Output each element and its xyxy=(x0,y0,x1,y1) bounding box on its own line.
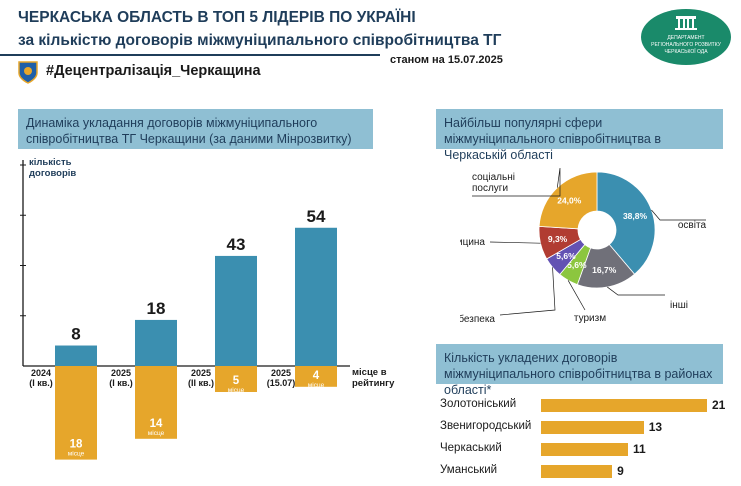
x-tick-label: (ІІ кв.) xyxy=(188,378,214,388)
district-bar xyxy=(541,421,644,434)
spheres-panel-title: Найбільш популярні сфери міжмуніципально… xyxy=(436,109,723,162)
rank-unit-label: місце xyxy=(308,381,325,389)
y-axis-label: кількість xyxy=(29,157,72,168)
district-value-label: 21 xyxy=(712,398,726,412)
rank-bar xyxy=(215,366,257,392)
rank-bar xyxy=(295,366,337,387)
slice-value-label: 38,8% xyxy=(623,211,648,221)
district-bar xyxy=(541,443,628,456)
rank-value-label: 4 xyxy=(313,370,320,382)
district-label: Звенигородський xyxy=(440,420,532,432)
x-tick-label: (І кв.) xyxy=(29,378,53,388)
count-bar xyxy=(215,255,257,366)
rank-bar xyxy=(55,366,97,460)
donut-slice xyxy=(596,171,656,275)
district-bar xyxy=(541,399,707,412)
district-value-label: 9 xyxy=(617,464,624,478)
x-tick-label: 2025 xyxy=(271,368,291,378)
logo-line-3: ЧЕРКАСЬКОЇ ОДА xyxy=(664,48,708,55)
slice-category-label: туризм xyxy=(574,313,606,324)
slice-value-label: 9,3% xyxy=(548,234,568,244)
slice-category-label: соціальні xyxy=(472,172,515,183)
slice-value-label: 5,6% xyxy=(567,260,587,270)
district-label: Черкаський xyxy=(440,442,502,454)
hashtag-label: #Децентралізація_Черкащина xyxy=(46,63,261,79)
district-value-label: 11 xyxy=(632,442,646,456)
rank-value-label: 5 xyxy=(233,375,240,387)
x-tick-label: (15.07) xyxy=(267,378,296,388)
slice-value-label: 5,6% xyxy=(556,251,576,261)
logo-line-2: РЕГІОНАЛЬНОГО РОЗВИТКУ xyxy=(651,42,722,48)
district-bar xyxy=(541,465,613,478)
count-bar xyxy=(135,319,177,366)
slice-category-label: послуги xyxy=(472,183,508,194)
count-value-label: 54 xyxy=(307,207,326,226)
rank-unit-label: місце xyxy=(148,429,165,437)
donut-slice xyxy=(538,171,598,230)
department-logo: ДЕПАРТАМЕНТ РЕГІОНАЛЬНОГО РОЗВИТКУ ЧЕРКА… xyxy=(641,9,731,65)
x-tick-label: (І кв.) xyxy=(109,378,133,388)
x-axis-label: рейтингу xyxy=(352,378,395,389)
leader-line xyxy=(472,167,561,197)
header-divider xyxy=(0,54,380,56)
district-value-label: 13 xyxy=(648,420,663,434)
slice-value-label: 16,7% xyxy=(592,265,617,275)
slice-category-label: безпека xyxy=(460,313,495,325)
count-bar xyxy=(295,227,337,366)
slice-category-label: освіта xyxy=(678,220,707,231)
count-value-label: 18 xyxy=(147,299,166,318)
rank-unit-label: місце xyxy=(68,450,85,458)
page-subtitle: за кількістю договорів міжмуніципального… xyxy=(18,32,502,49)
rank-value-label: 14 xyxy=(150,418,163,430)
districts-panel-title: Кількість укладених договорів міжмуніцип… xyxy=(436,344,723,397)
dynamics-panel-title: Динаміка укладання договорів міжмуніципа… xyxy=(18,109,373,149)
count-value-label: 43 xyxy=(227,235,246,254)
logo-line-1: ДЕПАРТАМЕНТ xyxy=(667,35,704,41)
x-tick-label: 2024 xyxy=(31,368,51,378)
leader-line xyxy=(499,267,556,316)
count-bar xyxy=(55,345,97,366)
x-tick-label: 2025 xyxy=(191,368,211,378)
slice-category-label: інші xyxy=(670,300,688,311)
count-value-label: 8 xyxy=(71,325,80,344)
date-label: станом на 15.07.2025 xyxy=(390,54,503,66)
rank-bar xyxy=(135,366,177,439)
slice-category-label: медицина xyxy=(460,237,485,248)
y-axis-label: договорів xyxy=(29,168,76,179)
rank-unit-label: місце xyxy=(228,386,245,394)
x-axis-label: місце в xyxy=(352,367,387,378)
page-title: ЧЕРКАСЬКА ОБЛАСТЬ В ТОП 5 ЛІДЕРІВ ПО УКР… xyxy=(18,9,416,26)
leader-line xyxy=(489,241,541,244)
district-label: Уманський xyxy=(440,464,498,476)
leader-line xyxy=(567,280,586,311)
coat-of-arms-icon xyxy=(18,61,38,84)
leader-line xyxy=(607,286,665,296)
rank-value-label: 18 xyxy=(70,439,83,451)
x-tick-label: 2025 xyxy=(111,368,131,378)
leader-line xyxy=(651,209,706,221)
district-label: Золотоніський xyxy=(440,398,517,410)
spheres-donut-chart: 38,8% 16,7% 5,6%5,6% 9,3% 24,0% освіта інші тур… xyxy=(460,167,707,325)
slice-value-label: 24,0% xyxy=(557,195,582,205)
